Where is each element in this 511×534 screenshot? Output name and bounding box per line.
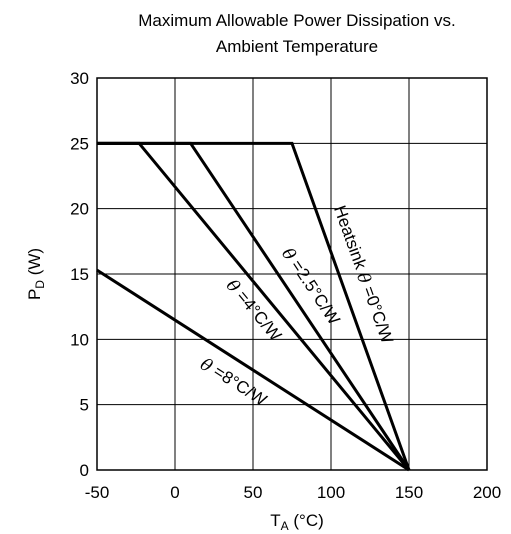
x-tick-label-3: 100 <box>317 483 345 502</box>
chart-title-line-1: Maximum Allowable Power Dissipation vs. <box>138 11 455 30</box>
x-tick-label-4: 150 <box>395 483 423 502</box>
y-axis-label: PD (W) <box>25 248 47 300</box>
tick-labels: -50 0 50 100 150 200 0 5 10 15 20 25 30 <box>70 69 501 502</box>
y-tick-label-3: 15 <box>70 265 89 284</box>
y-tick-label-0: 0 <box>80 461 89 480</box>
x-axis-label-unit: (°C) <box>289 511 324 530</box>
y-axis-label-unit: (W) <box>25 248 44 280</box>
x-tick-label-0: -50 <box>85 483 110 502</box>
x-tick-label-1: 0 <box>170 483 179 502</box>
y-tick-label-1: 5 <box>80 396 89 415</box>
chart-title-line-2: Ambient Temperature <box>216 37 378 56</box>
series-line-3 <box>96 268 410 472</box>
series-label-suffix-2: =4°C/W <box>229 284 284 345</box>
x-tick-label-5: 200 <box>473 483 501 502</box>
y-tick-label-5: 25 <box>70 134 89 153</box>
x-axis-label-main: T <box>270 511 280 530</box>
y-tick-label-6: 30 <box>70 69 89 88</box>
plot-frame <box>96 77 488 471</box>
series-line-2 <box>97 141 411 471</box>
curve-labels: Heatsink θ =0°C/Wθ =2.5°C/Wθ =4°C/Wθ =8°… <box>197 203 397 411</box>
x-tick-label-2: 50 <box>244 483 263 502</box>
y-tick-label-2: 10 <box>70 330 89 349</box>
x-axis-label: TA (°C) <box>270 511 324 533</box>
y-axis-label-main: P <box>25 289 44 300</box>
x-axis-label-sub: A <box>281 519 289 533</box>
series-group <box>96 141 411 472</box>
y-tick-label-4: 20 <box>70 200 89 219</box>
y-axis-label-sub: D <box>33 280 47 289</box>
series-label-3: θ =8°C/W <box>197 354 270 411</box>
series-label-suffix-0: =0°C/W <box>357 280 396 347</box>
series-label-suffix-3: =8°C/W <box>206 360 270 411</box>
